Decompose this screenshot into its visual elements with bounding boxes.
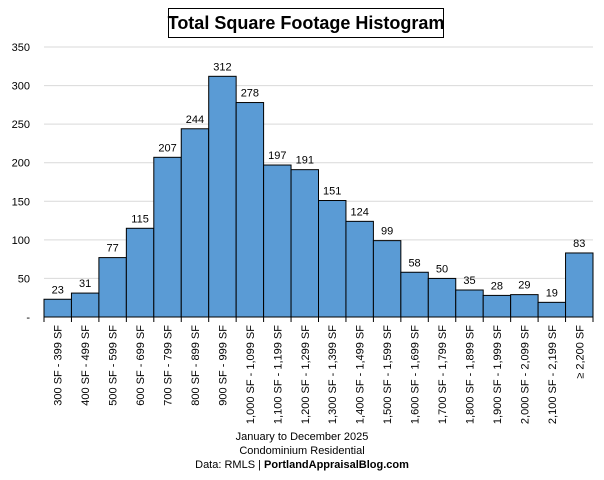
y-tick-label: 350 [12,42,30,54]
source-caption: Data: RMLS | PortlandAppraisalBlog.com [0,458,604,472]
x-tick-label: 900 SF - 999 SF [217,325,229,406]
histogram-bar [455,289,484,318]
x-tick-label: ≥ 2,200 SF [574,325,586,379]
bar-value-label: 77 [107,243,119,255]
x-tick-label: 1,900 SF - 1,999 SF [492,325,504,424]
y-tick-label: 150 [12,196,30,208]
histogram-bar [43,298,72,318]
bar-value-label: 35 [463,275,475,287]
histogram-bar [180,128,210,318]
property-type-caption: Condominium Residential [239,445,365,457]
bar-value-label: 115 [131,213,149,225]
source-prefix: Data: RMLS | [195,459,265,471]
histogram-bar [153,156,182,318]
histogram-bar [510,294,539,318]
bar-value-label: 28 [491,280,503,292]
histogram-bar [427,277,457,318]
y-tick-label: 50 [18,273,30,285]
bar-value-label: 29 [518,280,530,292]
bar-value-label: 312 [213,61,231,73]
x-tick-label: 1,800 SF - 1,899 SF [464,325,476,424]
x-tick-label: 700 SF - 799 SF [163,325,175,406]
x-tick-label: 500 SF - 599 SF [108,325,120,406]
histogram-bar [235,102,265,318]
source-site: PortlandAppraisalBlog.com [264,459,409,471]
histogram-bar [263,164,292,318]
y-tick-label: 100 [12,235,30,247]
bar-value-label: 151 [323,186,341,198]
data-labels: 23 31 77 115 207 244 312 278 197 191 151 124 99 58 50 3… [52,61,586,299]
x-tick-label: 800 SF - 899 SF [190,325,202,406]
bar-value-label: 50 [436,263,448,275]
histogram-bar [290,169,319,318]
date-range-caption: January to December 2025 [235,431,369,443]
histogram-bar [565,252,594,318]
x-tick-label: 1,500 SF - 1,599 SF [382,325,394,424]
histogram-bar [345,220,374,318]
y-tick-label: 250 [12,119,30,131]
bar-value-label: 19 [546,287,558,299]
bar-value-label: 124 [350,206,368,218]
x-tick-label: 400 SF - 499 SF [80,325,92,406]
bar-value-label: 31 [79,278,91,290]
histogram-bar [482,294,512,318]
x-tick-label: 2,100 SF - 2,199 SF [547,325,559,424]
x-tick-label: 2,000 SF - 2,099 SF [519,325,531,424]
histogram-bar [125,227,155,318]
histogram-bar [537,301,567,318]
y-tick-label: - [26,312,30,324]
bar-value-label: 207 [158,142,176,154]
y-tick-label: 300 [12,81,30,93]
bar-value-label: 278 [241,88,259,100]
x-tick-label: 1,400 SF - 1,499 SF [355,325,367,424]
bar-value-label: 58 [408,257,420,269]
x-tick-label: 1,600 SF - 1,699 SF [410,325,422,424]
x-tick-label: 1,000 SF - 1,099 SF [245,325,257,424]
bar-value-label: 23 [52,284,64,296]
histogram-bar [98,257,127,318]
x-tick-label: 1,700 SF - 1,799 SF [437,325,449,424]
bar-value-label: 191 [296,155,314,167]
axes: - 50 100 150 200 250 300 350 300 SF - 399 SF 400 … [12,42,594,424]
x-tick-label: 1,100 SF - 1,199 SF [272,325,284,424]
bars [43,75,594,318]
x-tick-label: 300 SF - 399 SF [53,325,65,406]
x-tick-label: 1,200 SF - 1,299 SF [300,325,312,424]
x-tick-label: 1,300 SF - 1,399 SF [327,325,339,424]
chart-title: Total Square Footage Histogram [168,8,444,38]
bar-value-label: 99 [381,226,393,238]
histogram-bar [400,271,429,318]
bar-value-label: 83 [573,238,585,250]
histogram-bar [208,75,237,318]
histogram-bar [372,240,402,318]
y-tick-label: 200 [12,158,30,170]
histogram-bar [318,200,347,318]
bar-value-label: 197 [268,150,286,162]
histogram-bar [70,292,100,318]
x-tick-label: 600 SF - 699 SF [135,325,147,406]
bar-value-label: 244 [186,114,204,126]
